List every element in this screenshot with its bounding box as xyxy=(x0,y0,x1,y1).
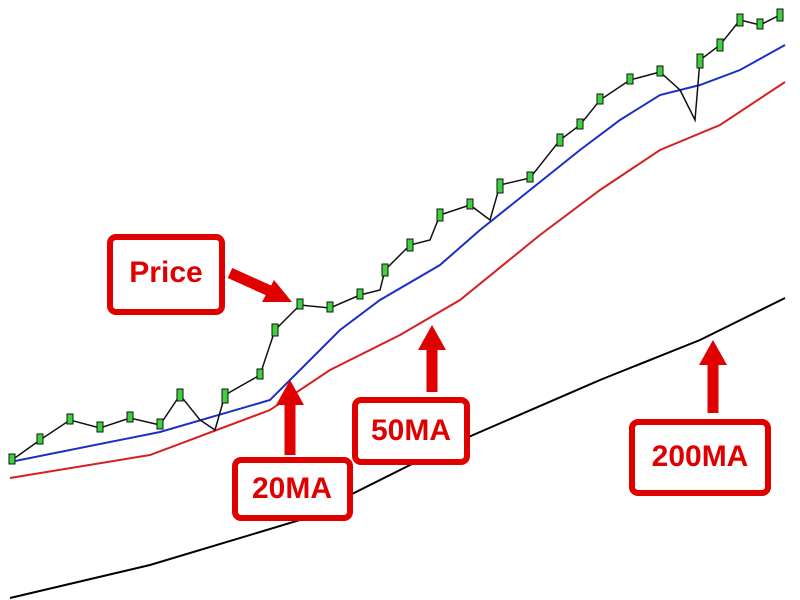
ma20-label: 20MA xyxy=(252,472,332,505)
ma20-arrow-head xyxy=(276,380,304,405)
ma200-label: 200MA xyxy=(652,440,749,473)
ma50-line xyxy=(9,81,786,479)
ma50-label: 50MA xyxy=(371,414,451,447)
ma20-box xyxy=(232,457,353,521)
price-label: Price xyxy=(129,256,202,289)
ma50-arrow-head xyxy=(418,325,446,350)
ma50-box xyxy=(352,397,470,465)
price-candles xyxy=(8,8,784,465)
ma20-line xyxy=(9,44,786,463)
price-box xyxy=(107,234,225,315)
ma200-arrow-head xyxy=(699,340,727,365)
price-arrow xyxy=(227,267,273,297)
ma200-box xyxy=(629,419,771,496)
price-arrow-head xyxy=(262,280,292,302)
